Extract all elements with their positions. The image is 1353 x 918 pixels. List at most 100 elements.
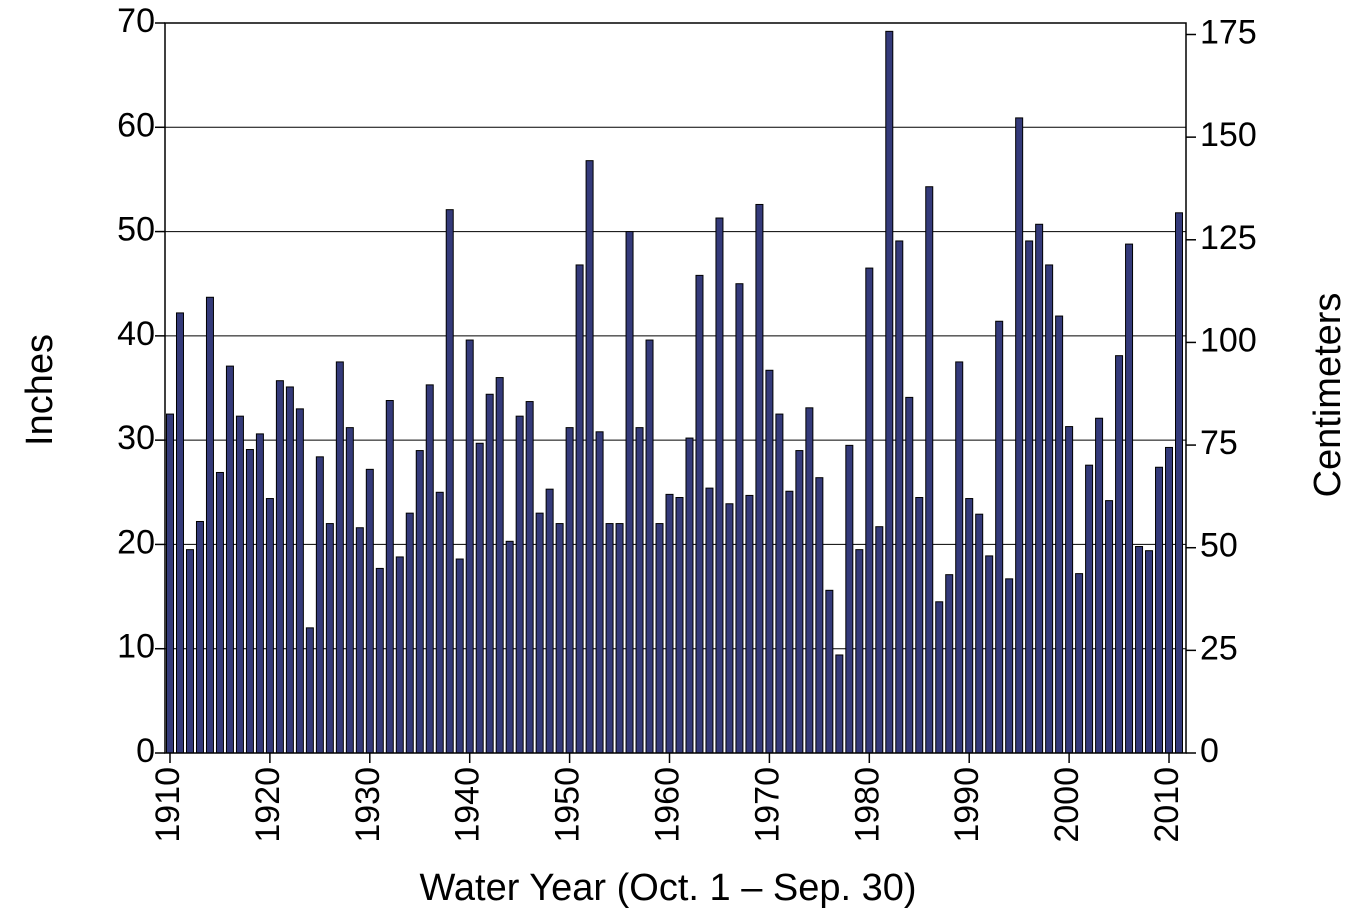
bar bbox=[525, 401, 534, 754]
x-axis-title: Water Year (Oct. 1 – Sep. 30) bbox=[419, 867, 916, 909]
bar bbox=[305, 627, 314, 754]
bar bbox=[285, 386, 294, 754]
bar bbox=[1125, 243, 1134, 754]
y-tick-label: 20 bbox=[117, 523, 155, 561]
bar bbox=[1135, 546, 1144, 754]
y-tick-label: 50 bbox=[117, 211, 155, 249]
bar bbox=[665, 493, 674, 754]
bar bbox=[165, 413, 174, 754]
y2-tick-label: 175 bbox=[1200, 13, 1257, 51]
bar bbox=[1025, 240, 1034, 754]
bar bbox=[325, 523, 334, 754]
x-tick-label: 1940 bbox=[449, 767, 487, 843]
y-tick-label: 60 bbox=[117, 106, 155, 144]
bar bbox=[635, 427, 644, 754]
bar bbox=[755, 203, 764, 754]
bar bbox=[245, 449, 254, 754]
bar bbox=[695, 274, 704, 754]
bar bbox=[425, 384, 434, 754]
bar bbox=[905, 396, 914, 754]
bar bbox=[725, 503, 734, 754]
bar bbox=[735, 283, 744, 754]
bar bbox=[405, 512, 414, 754]
bar bbox=[475, 442, 484, 754]
bar bbox=[705, 487, 714, 754]
bar bbox=[865, 267, 874, 754]
bar bbox=[855, 549, 864, 754]
bar bbox=[235, 415, 244, 754]
bar bbox=[605, 523, 614, 754]
bar bbox=[185, 549, 194, 754]
bar bbox=[935, 601, 944, 754]
bar bbox=[1095, 417, 1104, 754]
x-tick-label: 2000 bbox=[1048, 767, 1086, 843]
bar bbox=[1145, 550, 1154, 754]
bar bbox=[1015, 117, 1024, 754]
y2-tick-label: 50 bbox=[1200, 527, 1238, 565]
x-tick-label: 1980 bbox=[848, 767, 886, 843]
bar bbox=[395, 556, 404, 754]
bar bbox=[445, 209, 454, 754]
bar bbox=[435, 491, 444, 754]
x-tick-label: 1920 bbox=[249, 767, 287, 843]
bar bbox=[895, 240, 904, 754]
bar bbox=[565, 427, 574, 754]
bar bbox=[545, 488, 554, 754]
bar bbox=[595, 431, 604, 754]
bar bbox=[175, 312, 184, 754]
y-tick-label: 30 bbox=[117, 419, 155, 457]
y2-tick-label: 0 bbox=[1200, 732, 1219, 770]
bar bbox=[995, 320, 1004, 754]
y2-tick-label: 150 bbox=[1200, 116, 1257, 154]
bar bbox=[1035, 223, 1044, 754]
bar bbox=[1085, 464, 1094, 754]
bar bbox=[355, 527, 364, 754]
bar bbox=[915, 497, 924, 754]
x-tick-label: 1930 bbox=[349, 767, 387, 843]
bar bbox=[825, 589, 834, 754]
bar bbox=[1055, 315, 1064, 754]
x-tick-label: 1960 bbox=[648, 767, 686, 843]
bar bbox=[255, 433, 264, 754]
bar bbox=[345, 427, 354, 754]
bar bbox=[195, 520, 204, 754]
bar bbox=[295, 408, 304, 754]
bar bbox=[205, 296, 214, 754]
bar bbox=[1175, 212, 1184, 754]
bar bbox=[365, 468, 374, 754]
x-tick-label: 1950 bbox=[549, 767, 587, 843]
bar bbox=[315, 456, 324, 754]
bar bbox=[515, 415, 524, 754]
bar bbox=[485, 393, 494, 754]
bar bbox=[885, 30, 894, 754]
y2-tick-label: 125 bbox=[1200, 219, 1257, 257]
bar bbox=[645, 339, 654, 754]
bar bbox=[795, 450, 804, 754]
y2-tick-label: 100 bbox=[1200, 321, 1257, 359]
bar bbox=[1105, 500, 1114, 754]
bar bbox=[845, 444, 854, 754]
bar bbox=[275, 380, 284, 754]
bar bbox=[1045, 264, 1054, 754]
bar bbox=[555, 523, 564, 754]
bar bbox=[925, 186, 934, 754]
y2-tick-label: 25 bbox=[1200, 629, 1238, 667]
bar bbox=[1165, 446, 1174, 754]
bar bbox=[615, 523, 624, 754]
y2-axis-title: Centimeters bbox=[1307, 293, 1349, 498]
y-axis-title: Inches bbox=[19, 334, 61, 446]
bar bbox=[945, 574, 954, 754]
bar bbox=[465, 339, 474, 754]
x-tick-label: 1970 bbox=[748, 767, 786, 843]
bar bbox=[965, 498, 974, 754]
bar bbox=[785, 490, 794, 754]
bar bbox=[765, 369, 774, 754]
bar bbox=[835, 654, 844, 754]
bar bbox=[535, 512, 544, 754]
bar bbox=[955, 361, 964, 754]
bar bbox=[455, 558, 464, 754]
bar bbox=[715, 217, 724, 754]
bar bbox=[1065, 426, 1074, 754]
bar bbox=[335, 361, 344, 754]
y-tick-label: 70 bbox=[117, 2, 155, 40]
